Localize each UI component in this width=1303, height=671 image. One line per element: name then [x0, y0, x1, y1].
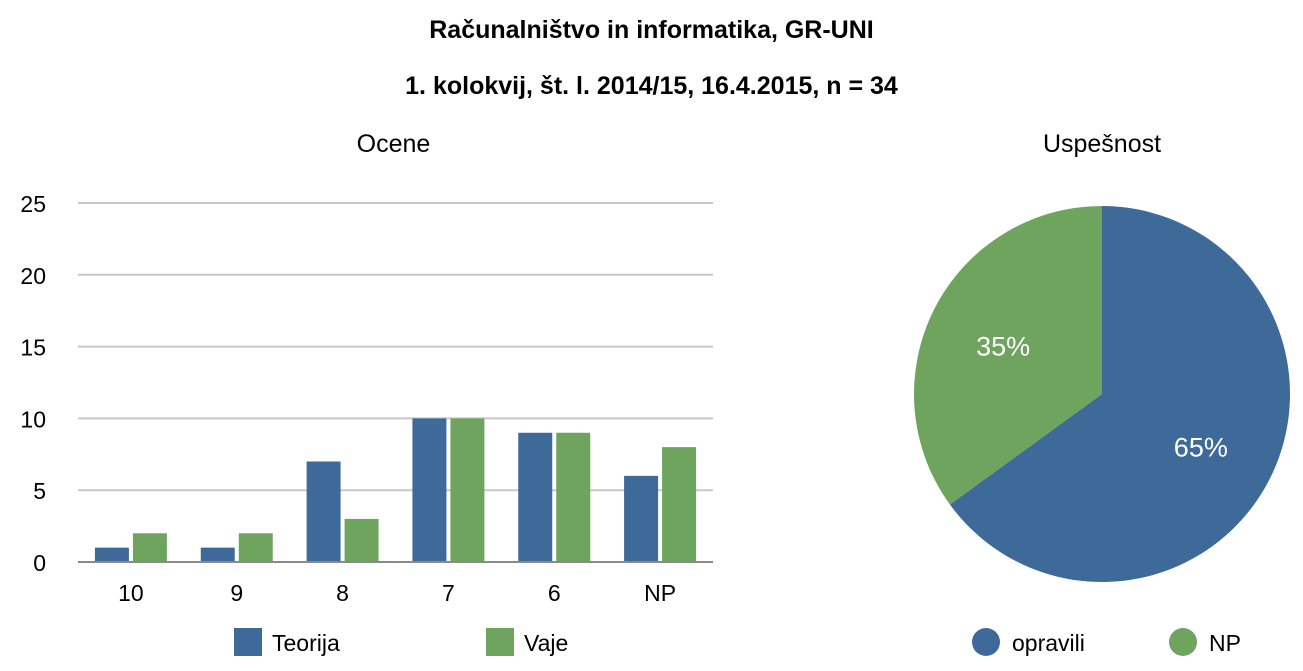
- pie-slice-np: [913, 206, 1102, 505]
- x-tick-label: 10: [118, 580, 144, 606]
- legend-label-opravili: opravili: [1012, 630, 1085, 656]
- bar-teorija-6: [518, 432, 553, 562]
- y-tick-label: 25: [20, 191, 46, 217]
- bar-vaje-7: [450, 418, 485, 562]
- y-tick-label: 0: [33, 550, 46, 576]
- legend-swatch-np: [1169, 628, 1197, 656]
- pie-data-label-np: 35%: [976, 332, 1030, 362]
- pie-data-label-opravili: 65%: [1174, 432, 1228, 462]
- legend-swatch-opravili: [972, 628, 1000, 656]
- bar-vaje-9: [238, 533, 273, 562]
- bar-teorija-7: [412, 418, 447, 562]
- x-tick-label: 8: [336, 580, 349, 606]
- legend-swatch-vaje: [486, 628, 514, 656]
- bar-teorija-8: [306, 461, 341, 562]
- chart-title-line-2: 1. kolokvij, št. l. 2014/15, 16.4.2015, …: [405, 72, 898, 100]
- y-tick-label: 5: [33, 478, 46, 504]
- bar-teorija-9: [200, 547, 235, 562]
- bar-vaje-10: [132, 533, 167, 562]
- x-tick-label: 7: [442, 580, 455, 606]
- bar-chart-title: Ocene: [357, 130, 431, 158]
- bar-teorija-10: [94, 547, 129, 562]
- bar-vaje-NP: [662, 447, 697, 562]
- pie-chart-title: Uspešnost: [1043, 130, 1161, 158]
- pie-slice-opravili: [949, 206, 1290, 582]
- y-tick-label: 10: [20, 406, 46, 432]
- legend-label-np: NP: [1209, 630, 1241, 656]
- chart-title-line-1: Računalništvo in informatika, GR-UNI: [429, 16, 874, 44]
- bar-vaje-8: [344, 518, 379, 562]
- legend-label-teorija: Teorija: [272, 630, 340, 656]
- legend-label-vaje: Vaje: [524, 630, 568, 656]
- bar-vaje-6: [556, 432, 591, 562]
- x-tick-label: 9: [230, 580, 243, 606]
- bar-teorija-NP: [624, 475, 659, 562]
- legend-swatch-teorija: [234, 628, 262, 656]
- x-tick-label: NP: [644, 580, 676, 606]
- y-tick-label: 15: [20, 335, 46, 361]
- y-tick-label: 20: [20, 263, 46, 289]
- x-tick-label: 6: [548, 580, 561, 606]
- bar-chart: Ocene 0 5 10 15 20 25 10 9 8 7 6 NP Teorija Vaje: [20, 130, 713, 656]
